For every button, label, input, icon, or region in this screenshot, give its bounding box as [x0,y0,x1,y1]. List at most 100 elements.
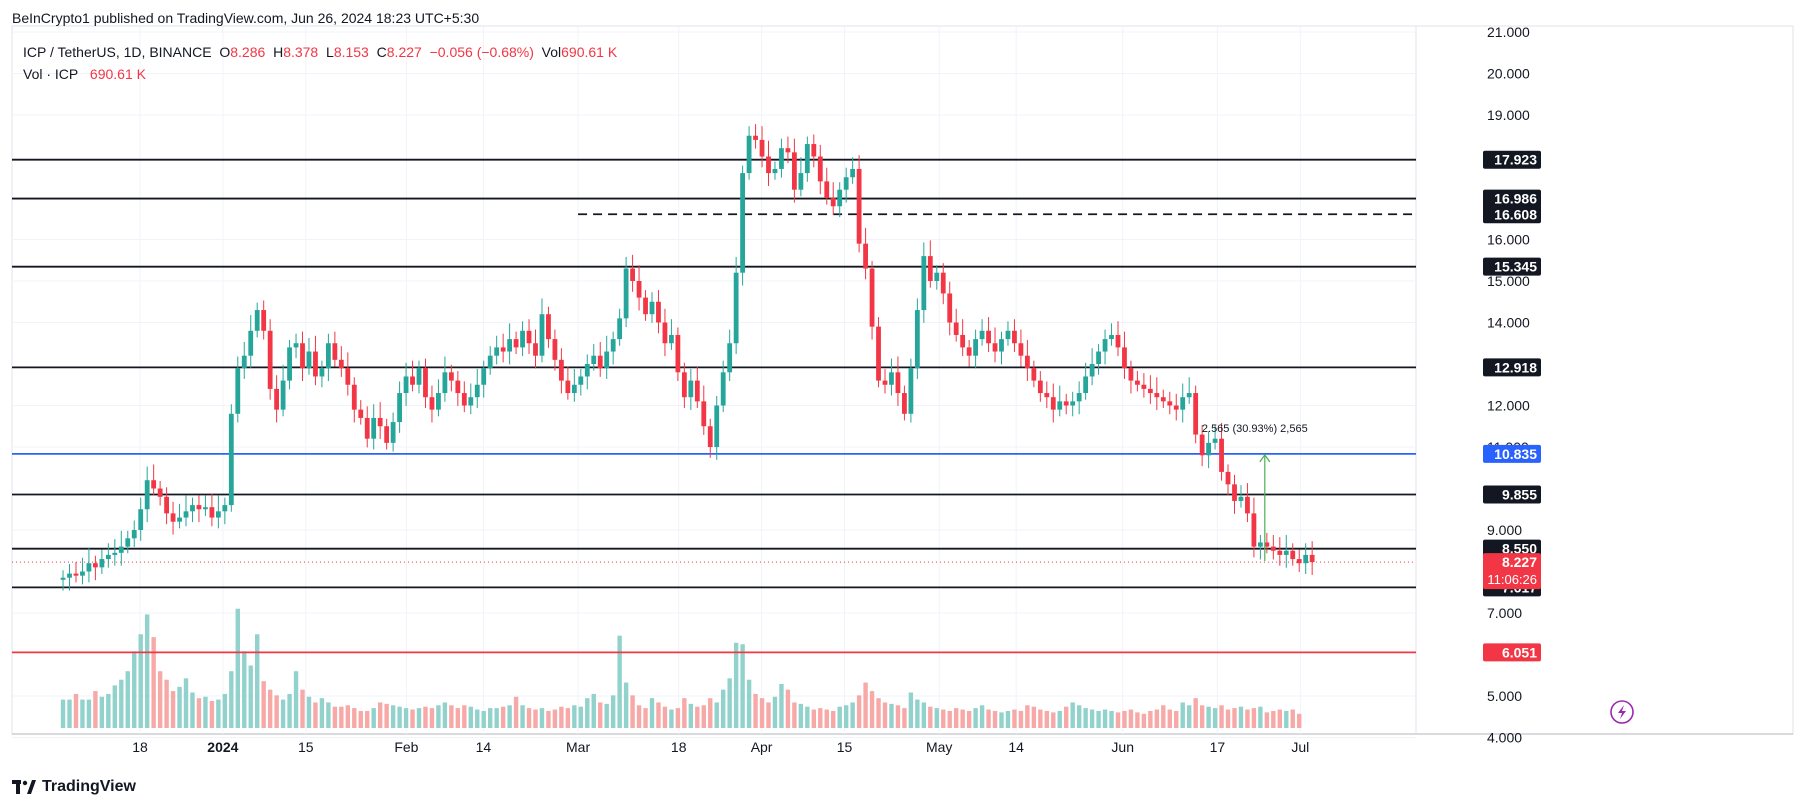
volume-bar [60,699,66,728]
candle-body [791,152,797,190]
candle-body [656,301,661,323]
volume-bar [708,698,713,728]
candle-body [177,517,182,522]
flash-icon-bolt [1618,705,1626,719]
candle-body [1115,334,1121,348]
time-tick-label: Jul [1291,739,1309,755]
price-tick-label: 12.000 [1487,398,1530,414]
candle-body [60,577,66,580]
price-axis[interactable]: 21.000 20.000 19.000 16.000 15.000 14.000 12.0… [1483,24,1541,746]
candle-body [759,139,765,157]
volume-bar [649,698,655,728]
volume-indicator-name[interactable]: Vol · ICP [23,66,79,82]
volume-bar [662,706,668,728]
candle-body [468,397,474,406]
last-price-badge[interactable] [1483,553,1541,590]
candle-body [1290,550,1296,560]
candle-body [1147,388,1153,394]
candle-body [1057,401,1063,410]
level-badge-label: 12.918 [1494,359,1537,375]
candle-body [947,293,953,323]
tradingview-brand[interactable]: TradingView [12,778,136,796]
candle-body [99,559,105,568]
level-badge[interactable] [1483,358,1541,377]
price-tick-label: 16.000 [1487,232,1530,248]
candle-body [293,343,299,348]
candle-body [584,364,590,377]
volume-bar [513,696,519,728]
candle-body [720,372,726,406]
candle-body [1031,368,1037,381]
candle-body [707,426,713,447]
volume-bar [248,665,253,728]
level-badge[interactable] [1483,643,1541,662]
candle-body [526,330,532,344]
time-axis[interactable]: 18 2024 15 Feb 14 Mar 18 Apr 15 May 14 Jun 17 Jul [132,739,1309,755]
candle-body [681,372,687,398]
volume-bar [1122,710,1127,728]
candle-body [448,372,454,381]
candle-body [1264,542,1270,547]
volume-bar [779,683,784,728]
volume-bar [610,695,616,728]
volume-bar [222,693,228,728]
candle-body [1186,393,1192,398]
volume-bar [132,651,137,728]
volume-bar [1005,710,1011,728]
volume-bar [280,699,286,728]
volume-bar [436,705,441,728]
volume-bar [1141,713,1147,728]
volume-bar [682,698,687,728]
level-badge[interactable] [1483,444,1541,463]
volume-bar [992,710,998,728]
candle-body [1044,393,1050,398]
level-badge[interactable] [1483,189,1541,208]
candle-body [1018,343,1024,356]
candle-body [766,156,771,174]
level-badge[interactable] [1483,485,1541,504]
candle-body [144,480,150,510]
candle-body [688,380,694,398]
level-badge[interactable] [1483,205,1541,224]
time-tick-label: Mar [566,739,590,755]
candle-body [966,347,972,356]
volume-bar [759,698,765,728]
volume-bar [455,708,461,728]
volume-bar [313,702,318,728]
volume-bar [1083,708,1088,728]
candle-body [474,384,480,398]
candle-body [1089,364,1095,377]
price-tick-label: 20.000 [1487,66,1530,82]
candle-body [248,330,254,356]
volume-bar [1089,709,1095,728]
volume-bar [1115,712,1121,728]
level-badge[interactable] [1483,150,1541,169]
candle-body [837,189,843,207]
volume-bar [125,671,130,728]
candle-body [203,507,208,510]
volume-bar [902,708,907,728]
symbol-name[interactable]: ICP / TetherUS, 1D, BINANCE [23,44,212,60]
candle-body [254,310,260,331]
volume-bar [67,699,72,728]
horizontal-levels[interactable] [12,158,1416,654]
candle-body [694,380,700,402]
volume-bar [727,678,732,728]
level-badge[interactable] [1483,257,1541,276]
candle-body [714,405,720,447]
level-badge-label: 16.986 [1494,191,1537,207]
volume-bar [1212,708,1218,728]
price-tick-label: 4.000 [1487,730,1522,746]
volume-bar [1258,706,1263,728]
flash-icon[interactable] [1610,700,1634,724]
volume-bar [339,706,344,728]
volume-bar [520,705,525,728]
volume-bar [915,699,920,728]
candle-body [1251,513,1257,547]
candle-body [1199,434,1205,456]
volume-bar [1206,706,1211,728]
volume-bar [86,699,92,728]
volume-bar [151,637,156,728]
price-range-measure[interactable]: 2.565 (30.93%) 2,565 [1202,423,1308,562]
